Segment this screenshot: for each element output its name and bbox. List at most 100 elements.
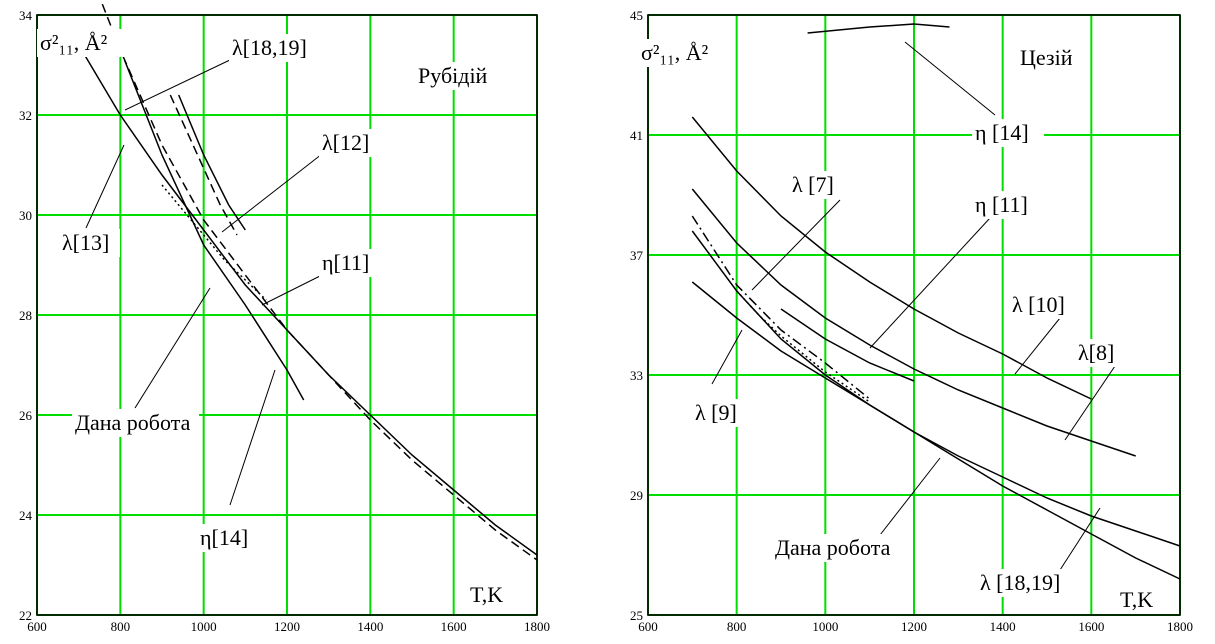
annotation-background: [972, 119, 1044, 147]
series-line-2: [123, 59, 305, 401]
annotation-background: [692, 399, 753, 427]
y-tick-label: 33: [630, 368, 643, 383]
chart-title: Рубідій: [418, 63, 488, 88]
annotation-label: λ [18,19]: [980, 570, 1060, 595]
series-lines: [691, 23, 1181, 580]
annotation-leader: [711, 329, 743, 385]
cesium-chart: 600 800 1000 1200 1400 1600 1800 252933374145 …: [630, 8, 1193, 634]
label-background: [37, 29, 131, 57]
annotation-background: [319, 249, 380, 277]
annotation-background: [197, 524, 258, 552]
y-tick-label: 24: [19, 508, 33, 523]
annotations: λ[18,19] λ[12] λ[13] η[11] Дана робота η[14]: [59, 34, 380, 552]
annotation-label: λ[18,19]: [232, 35, 307, 60]
x-tick-label: 1000: [812, 619, 838, 634]
x-tick-label: 1600: [1078, 619, 1104, 634]
y-tick-label: 22: [19, 608, 32, 623]
annotation-background: [772, 534, 899, 562]
x-tick-label: 1800: [1167, 619, 1193, 634]
annotation-leader: [751, 199, 841, 291]
y-axis-label: σ²₁₁, Å²: [641, 40, 709, 65]
annotation-background: [1009, 291, 1081, 319]
annotation-leader: [134, 287, 211, 409]
y-tick-label: 37: [630, 248, 644, 263]
annotation-background: [229, 34, 323, 62]
y-tick-label: 30: [19, 208, 32, 223]
label-background: [638, 39, 732, 67]
annotation-label: η[11]: [322, 250, 369, 275]
series-line-6: [691, 215, 871, 400]
annotation-label: η[14]: [200, 525, 248, 550]
annotation-leader: [221, 153, 323, 233]
series-line-3: [780, 308, 915, 382]
series-line-3: [169, 94, 238, 236]
y-tick-label: 45: [630, 8, 643, 23]
label-background: [1117, 586, 1156, 614]
annotation-background: [72, 409, 199, 437]
x-tick-label: 1200: [274, 619, 300, 634]
annotation-background: [59, 229, 120, 257]
x-axis-label: T,K: [1120, 587, 1153, 612]
annotation-leader: [1014, 317, 1061, 375]
annotation-leader: [1059, 507, 1101, 571]
annotation-leader: [85, 144, 125, 229]
x-tick-label: 1200: [901, 619, 927, 634]
series-line-0: [807, 23, 950, 34]
x-tick-labels: 600 800 1000 1200 1400 1600 1800: [638, 619, 1193, 634]
label-background: [467, 581, 506, 609]
rubidium-chart: 600 800 1000 1200 1400 1600 1800 22 24 26 28 30 32 3…: [19, 0, 550, 634]
annotation-label: η [14]: [975, 120, 1029, 145]
annotation-background: [1075, 339, 1125, 367]
y-tick-label: 32: [19, 108, 32, 123]
series-line-5: [161, 184, 267, 301]
y-axis-label: σ²₁₁, Å²: [40, 30, 108, 55]
y-tick-labels: 25 29 33 37 41 45: [630, 8, 644, 623]
annotation-label: η [11]: [975, 192, 1028, 217]
series-line-0: [78, 44, 538, 556]
y-tick-label: 41: [630, 128, 643, 143]
annotation-leader: [879, 457, 941, 536]
annotation-label: Дана робота: [775, 535, 891, 560]
x-tick-label: 1400: [990, 619, 1016, 634]
chart-title: Цезій: [1020, 45, 1073, 70]
series-lines: [78, 0, 538, 561]
annotation-background: [972, 191, 1044, 219]
x-tick-label: 1000: [191, 619, 217, 634]
annotation-leader: [261, 274, 323, 306]
annotation-background: [977, 569, 1082, 597]
annotation-label: Дана робота: [75, 410, 191, 435]
label-background: [415, 62, 498, 90]
annotation-leader: [1064, 365, 1116, 441]
y-tick-label: 25: [630, 608, 643, 623]
annotation-label: λ [7]: [792, 172, 834, 197]
grid-lines: [647, 14, 1181, 616]
annotation-leader: [869, 217, 991, 349]
annotation-label: λ [9]: [695, 400, 737, 425]
series-line-4: [178, 94, 246, 231]
plot-frame: [36, 14, 538, 616]
y-tick-labels: 22 24 26 28 30 32 34: [19, 8, 33, 623]
series-line-1: [691, 116, 1092, 400]
x-tick-label: 1800: [524, 619, 550, 634]
x-tick-labels: 600 800 1000 1200 1400 1600 1800: [27, 619, 550, 634]
series-line-4: [691, 230, 1181, 547]
x-tick-label: 800: [727, 619, 747, 634]
x-axis-label: T,K: [470, 582, 503, 607]
annotation-background: [319, 129, 380, 157]
plot-frame: [647, 14, 1181, 616]
series-line-1: [99, 0, 538, 561]
annotation-label: λ[8]: [1078, 340, 1114, 365]
annotation-label: λ[12]: [322, 130, 369, 155]
y-tick-label: 29: [630, 488, 643, 503]
y-tick-label: 34: [19, 8, 33, 23]
y-tick-label: 28: [19, 308, 32, 323]
x-tick-label: 600: [27, 619, 47, 634]
grid-lines: [36, 14, 538, 616]
label-background: [1017, 44, 1078, 72]
annotation-leader: [904, 41, 996, 116]
annotation-label: λ[13]: [62, 230, 109, 255]
series-line-7: [736, 290, 871, 403]
annotation-label: λ [10]: [1012, 292, 1065, 317]
annotations: η [14] λ [7] η [11] λ [10] λ[8] λ [9] Дана роб…: [692, 41, 1125, 597]
